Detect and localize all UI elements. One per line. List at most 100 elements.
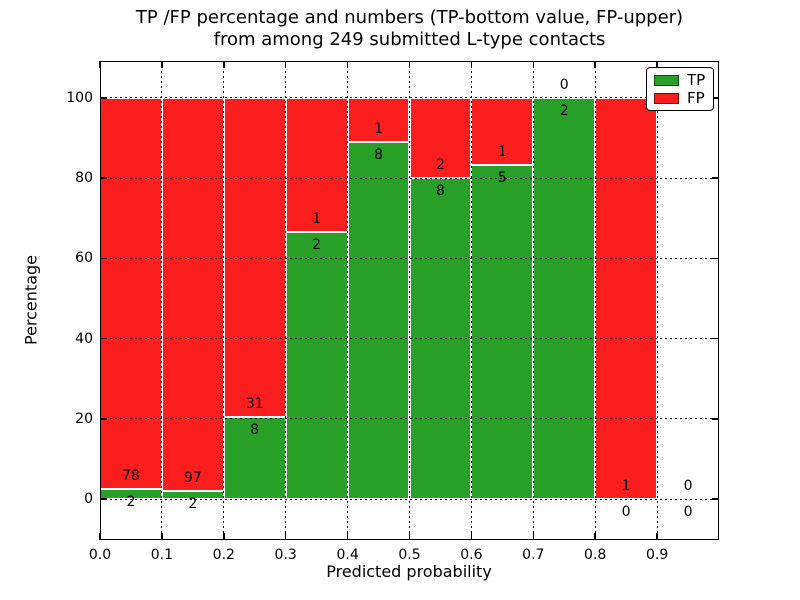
- x-gridline: [532, 61, 534, 540]
- x-tick-label: 0.0: [88, 547, 112, 563]
- fp-count-label: 0: [683, 478, 693, 495]
- x-tick-label: 0.6: [460, 547, 483, 563]
- x-gridline: [285, 61, 287, 540]
- x-tick-mark: [161, 533, 163, 540]
- chart-title-line1: TP /FP percentage and numbers (TP-bottom…: [135, 7, 684, 28]
- x-tick-mark: [656, 61, 658, 68]
- bar-segment-fp: [409, 97, 472, 179]
- x-tick-mark: [408, 533, 411, 540]
- x-tick-mark: [161, 61, 163, 68]
- tp-count-label: 8: [374, 147, 384, 164]
- y-tick-mark: [100, 177, 107, 179]
- y-gridline: [100, 338, 719, 340]
- tp-count-label: 8: [250, 421, 260, 438]
- y-gridline: [100, 97, 719, 99]
- x-axis-label: Predicted probability: [326, 562, 492, 581]
- fp-count-label: 2: [435, 157, 445, 174]
- bar-segment-tp: [285, 231, 348, 500]
- legend-label-fp: FP: [687, 89, 705, 107]
- tp-count-label: 2: [188, 495, 198, 512]
- x-tick-label: 0.1: [150, 547, 174, 563]
- y-axis-label: Percentage: [21, 254, 41, 346]
- x-tick-mark: [532, 61, 535, 68]
- x-tick-mark: [284, 533, 287, 540]
- y-tick-mark: [712, 257, 719, 260]
- fp-count-label: 31: [245, 395, 264, 412]
- tp-count-label: 2: [126, 494, 136, 511]
- bar-segment-fp: [285, 97, 348, 232]
- plot-area: 78 2 97 2 31 8 1 2 1 8 2 8 1 5 0 2 1 0 0 0: [99, 61, 719, 540]
- tp-count-label: 2: [559, 102, 569, 119]
- fp-count-label: 97: [183, 469, 202, 486]
- legend: TP FP: [646, 67, 714, 111]
- x-tick-mark: [223, 61, 225, 68]
- bar-segment-tp: [347, 142, 410, 500]
- y-tick-label: 0: [84, 491, 93, 508]
- x-tick-mark: [532, 533, 535, 540]
- y-tick-mark: [100, 418, 107, 420]
- y-tick-label: 100: [66, 89, 93, 106]
- chart-title: TP /FP percentage and numbers (TP-bottom…: [100, 7, 719, 51]
- bar-segment-fp: [161, 97, 224, 491]
- bar-segment-tp: [533, 97, 596, 500]
- y-tick-label: 20: [75, 410, 93, 427]
- bar-segment-fp: [595, 97, 658, 500]
- x-tick-mark: [408, 61, 411, 68]
- y-tick-mark: [712, 337, 719, 340]
- x-tick-mark: [99, 533, 101, 540]
- y-tick-label: 80: [75, 170, 93, 187]
- x-tick-mark: [284, 61, 287, 68]
- chart-title-line2: from among 249 submitted L-type contacts: [213, 29, 606, 50]
- y-gridline: [100, 177, 719, 179]
- tp-count-label: 5: [497, 169, 507, 186]
- x-tick-label: 0.3: [274, 547, 297, 563]
- x-tick-label: 0.4: [336, 547, 359, 563]
- y-tick-mark: [712, 97, 719, 99]
- x-tick-mark: [346, 61, 349, 68]
- x-tick-mark: [223, 533, 225, 540]
- fp-count-label: 1: [374, 121, 384, 138]
- x-tick-mark: [594, 533, 596, 540]
- fp-count-label: 1: [497, 143, 507, 160]
- y-tick-mark: [712, 498, 719, 500]
- y-gridline: [100, 498, 719, 500]
- fp-count-label: 1: [312, 210, 322, 227]
- x-gridline: [347, 61, 349, 540]
- x-gridline: [409, 61, 410, 540]
- x-tick-label: 0.8: [584, 547, 607, 563]
- legend-label-tp: TP: [687, 71, 706, 89]
- bar-segment-tp: [471, 164, 534, 500]
- tp-count-label: 0: [621, 504, 631, 521]
- y-tick-label: 40: [75, 330, 93, 347]
- tp-color-swatch: [654, 75, 679, 86]
- tp-count-label: 0: [683, 504, 693, 521]
- x-gridline: [223, 61, 225, 540]
- fp-color-swatch: [654, 93, 679, 104]
- legend-item-tp: TP: [654, 71, 706, 89]
- fp-count-label: 1: [621, 478, 631, 495]
- x-tick-mark: [656, 533, 658, 540]
- tp-count-label: 8: [435, 183, 445, 200]
- x-gridline: [656, 61, 658, 540]
- y-tick-mark: [100, 97, 107, 99]
- bar-segment-tp: [223, 416, 286, 500]
- x-tick-label: 0.9: [645, 547, 669, 563]
- x-tick-mark: [594, 61, 596, 68]
- bar-segment-fp: [347, 97, 410, 143]
- x-tick-label: 0.2: [212, 547, 235, 563]
- y-tick-mark: [100, 337, 107, 340]
- x-tick-label: 0.5: [398, 547, 421, 563]
- y-tick-mark: [100, 257, 107, 260]
- x-gridline: [470, 61, 472, 540]
- x-tick-mark: [346, 533, 349, 540]
- y-gridline: [100, 257, 719, 259]
- bar-segment-fp: [100, 97, 162, 490]
- tp-count-label: 2: [312, 236, 322, 253]
- y-tick-label: 60: [75, 250, 93, 267]
- x-gridline: [161, 61, 163, 540]
- y-gridline: [100, 418, 719, 420]
- y-tick-mark: [712, 418, 719, 420]
- x-gridline: [594, 61, 596, 540]
- y-tick-mark: [712, 177, 719, 179]
- fp-count-label: 78: [122, 468, 140, 485]
